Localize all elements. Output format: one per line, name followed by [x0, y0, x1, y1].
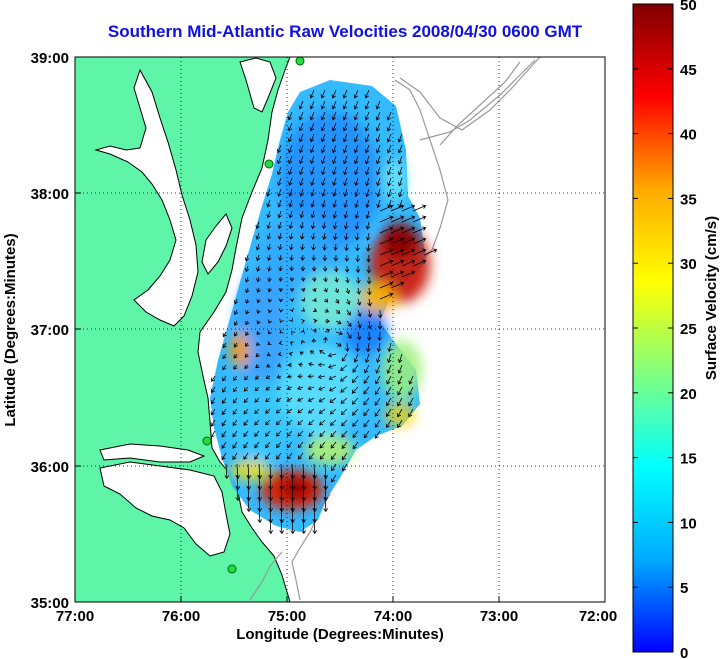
- x-tick-label: 73:00: [480, 608, 518, 625]
- colorbar-tick-label: 0: [680, 645, 688, 659]
- x-tick-label: 75:00: [268, 608, 306, 625]
- colorbar-tick-label: 20: [680, 386, 697, 403]
- velocity-arrow-paths: [210, 89, 438, 535]
- station-south-2: [227, 564, 237, 574]
- y-tick-label: 36:00: [31, 459, 69, 476]
- map-title: Southern Mid-Atlantic Raw Velocities 200…: [107, 22, 583, 41]
- y-tick-labels: 39:00 38:00 37:00 36:00 35:00: [31, 50, 69, 612]
- colorbar-tick-labels: 50 45 40 35 30 25 20 15 10 5 0: [680, 0, 697, 659]
- x-tick-label: 72:00: [579, 608, 617, 625]
- pamlico-sound: [99, 461, 231, 557]
- x-tick-labels: 77:00 76:00 75:00 74:00 73:00 72:00: [56, 608, 617, 625]
- y-tick-label: 35:00: [31, 595, 69, 612]
- delmarva-bay: [201, 213, 233, 275]
- y-tick-label: 39:00: [31, 50, 69, 67]
- x-tick-label: 76:00: [162, 608, 200, 625]
- colorbar: [632, 3, 674, 653]
- y-tick-label: 37:00: [31, 322, 69, 339]
- colorbar-tick-label: 30: [680, 256, 697, 273]
- colorbar-tick-label: 25: [680, 321, 697, 338]
- delaware-bay: [239, 57, 277, 113]
- y-tick-label: 38:00: [31, 186, 69, 203]
- colorbar-tick-label: 35: [680, 191, 697, 208]
- lat-lon-grid: [75, 57, 605, 602]
- y-axis-label: Latitude (Degrees:Minutes): [2, 233, 19, 426]
- x-tick-marks: [74, 596, 606, 602]
- albemarle-sound: [99, 443, 206, 463]
- colorbar-tick-label: 50: [680, 0, 697, 14]
- y-tick-marks: [75, 56, 81, 603]
- colorbar-tick-marks: [633, 3, 673, 653]
- x-axis-label: Longitude (Degrees:Minutes): [236, 626, 444, 643]
- colorbar-tick-label: 5: [680, 580, 688, 597]
- colorbar-label: Surface Velocity (cm/s): [703, 216, 720, 380]
- colorbar-tick-label: 15: [680, 451, 697, 468]
- colorbar-tick-label: 40: [680, 127, 697, 144]
- station-north: [295, 57, 305, 66]
- x-tick-label: 74:00: [374, 608, 412, 625]
- colorbar-tick-label: 10: [680, 515, 697, 532]
- velocity-vectors: [210, 89, 438, 535]
- x-tick-label: 77:00: [56, 608, 94, 625]
- station-mid: [264, 159, 274, 169]
- radar-stations: [202, 57, 305, 574]
- colorbar-tick-label: 45: [680, 62, 697, 79]
- chesapeake-bay: [94, 68, 199, 327]
- station-south-1: [202, 436, 212, 446]
